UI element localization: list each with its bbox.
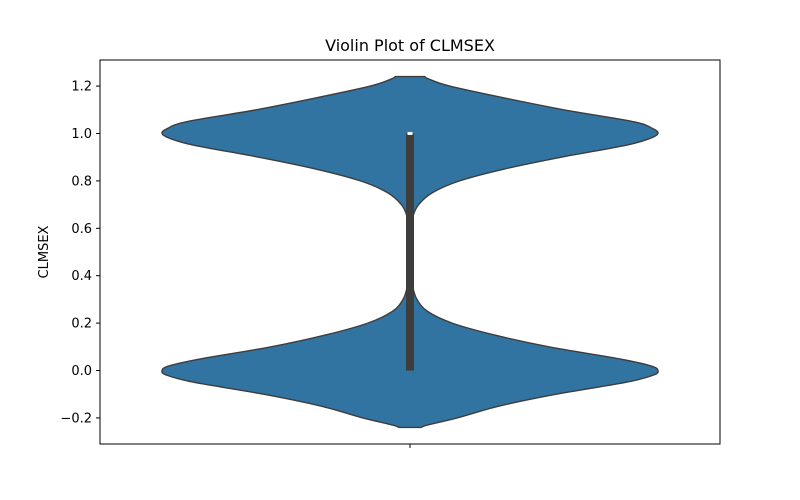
iqr-box (406, 133, 414, 371)
y-axis-label: CLMSEX (37, 225, 52, 278)
y-tick-label: 1.0 (71, 127, 92, 142)
y-tick-label: 0.6 (71, 222, 92, 237)
y-tick-label: 1.2 (71, 80, 92, 95)
y-tick-label: −0.2 (60, 411, 92, 426)
y-tick-label: 0.4 (71, 269, 92, 284)
chart-title: Violin Plot of CLMSEX (325, 36, 495, 55)
y-tick-label: 0.8 (71, 174, 92, 189)
y-axis: −0.2 0.0 0.2 0.4 0.6 0.8 1.0 1.2 (60, 80, 100, 426)
box-layer (406, 131, 414, 371)
median-marker (407, 131, 413, 135)
y-tick-label: 0.2 (71, 317, 92, 332)
y-tick-label: 0.0 (71, 364, 92, 379)
